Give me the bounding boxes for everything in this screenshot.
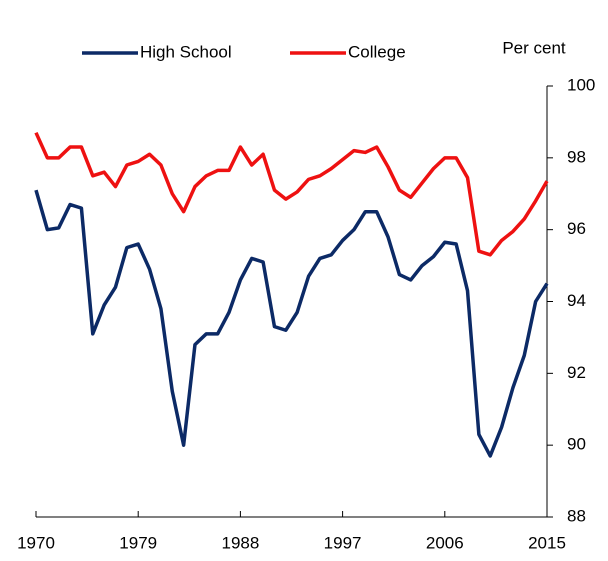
x-tick-label: 1970 [17, 533, 55, 552]
x-tick-label: 2006 [426, 533, 464, 552]
y-tick-label: 90 [567, 435, 586, 454]
legend-label: College [348, 42, 406, 61]
legend-label: High School [140, 42, 232, 61]
x-tick-label: 1988 [221, 533, 259, 552]
x-tick-label: 2015 [528, 533, 566, 552]
y-tick-label: 100 [567, 75, 595, 94]
line-series [34, 131, 549, 257]
line-series [34, 189, 549, 458]
y-tick-label: 96 [567, 219, 586, 238]
x-tick-label: 1979 [119, 533, 157, 552]
y-tick-label: 94 [567, 291, 586, 310]
y-tick-label: 88 [567, 506, 586, 525]
y-tick-label: 92 [567, 363, 586, 382]
x-tick-label: 1997 [324, 533, 362, 552]
y-axis-label: Per cent [502, 38, 566, 57]
y-tick-label: 98 [567, 147, 586, 166]
